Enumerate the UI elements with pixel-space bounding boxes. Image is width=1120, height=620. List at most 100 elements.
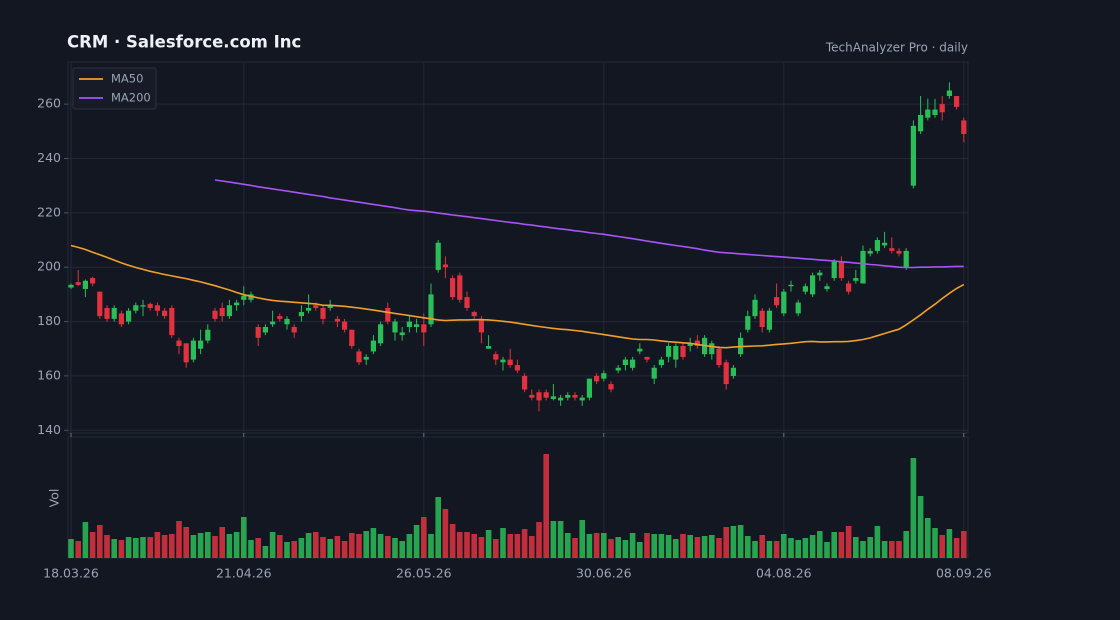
y-tick-label: 200 xyxy=(37,259,61,274)
x-tick-label: 21.04.26 xyxy=(216,566,272,581)
candle-body xyxy=(939,104,945,113)
candle-body xyxy=(126,310,132,322)
candle-body xyxy=(262,327,268,333)
candle-body xyxy=(673,346,679,360)
volume-bar xyxy=(781,534,787,558)
candle-body xyxy=(478,318,484,333)
x-tick-label: 26.05.26 xyxy=(396,566,452,581)
candle-body xyxy=(493,354,499,360)
volume-bar xyxy=(939,535,945,558)
volume-bar xyxy=(543,454,549,558)
volume-bar xyxy=(514,534,521,558)
candle-body xyxy=(846,283,852,292)
candle-body xyxy=(882,242,888,246)
volume-bar xyxy=(802,538,809,558)
volume-bar xyxy=(399,541,405,558)
volume-bar xyxy=(946,529,953,558)
volume-bar xyxy=(586,534,593,558)
volume-bar xyxy=(903,531,909,558)
volume-bar xyxy=(910,458,917,558)
legend-label: MA50 xyxy=(111,72,143,86)
candle-body xyxy=(608,384,614,390)
volume-bar xyxy=(521,529,528,558)
volume-bar xyxy=(550,521,557,558)
volume-bar xyxy=(680,534,686,558)
candle-body xyxy=(154,305,160,311)
volume-bar xyxy=(421,517,427,558)
volume-bar xyxy=(529,536,535,558)
volume-bar xyxy=(269,532,276,558)
volume-bar xyxy=(161,535,168,558)
volume-bar xyxy=(370,528,377,558)
volume-bar xyxy=(140,537,146,558)
volume-bar xyxy=(363,531,369,558)
candle-body xyxy=(867,250,873,254)
candle-body xyxy=(709,343,715,355)
volume-bar xyxy=(190,535,197,558)
candle-body xyxy=(831,261,837,279)
volume-bar xyxy=(449,524,456,558)
volume-bar xyxy=(716,538,722,558)
candle-body xyxy=(334,318,340,322)
candle-body xyxy=(716,348,722,366)
volume-bar xyxy=(205,532,211,558)
x-tick-label: 30.06.26 xyxy=(576,566,632,581)
y-tick-label: 220 xyxy=(37,204,61,219)
volume-bar xyxy=(557,521,564,558)
volume-bar xyxy=(413,525,420,558)
volume-bar xyxy=(925,518,931,558)
chart-subtitle: TechAnalyzer Pro · daily xyxy=(825,41,968,55)
candle-body xyxy=(277,316,283,319)
candle-body xyxy=(896,250,902,254)
volume-bar xyxy=(111,539,117,558)
candle-body xyxy=(615,367,621,371)
price-panel xyxy=(67,61,969,434)
candle-body xyxy=(450,278,456,298)
volume-bar xyxy=(125,537,132,558)
volume-bar xyxy=(428,534,434,558)
candle-body xyxy=(298,312,304,317)
candle-body xyxy=(903,250,909,268)
y-tick-label: 140 xyxy=(37,422,61,437)
candle-body xyxy=(529,394,535,398)
volume-bar xyxy=(298,538,305,558)
volume-bar xyxy=(485,530,492,558)
candle-body xyxy=(385,307,391,322)
candle-body xyxy=(219,307,225,317)
candle-body xyxy=(946,90,952,96)
candle-body xyxy=(284,318,290,325)
volume-bar xyxy=(637,542,643,558)
candle-body xyxy=(378,324,384,344)
candle-body xyxy=(226,305,232,317)
y-tick-label: 260 xyxy=(37,96,61,111)
volume-bar xyxy=(197,533,204,558)
candle-body xyxy=(414,324,420,327)
volume-bar xyxy=(766,541,773,558)
volume-bar xyxy=(773,541,780,558)
candle-body xyxy=(817,272,823,276)
candle-body xyxy=(212,310,218,319)
y-tick-label: 160 xyxy=(37,367,61,382)
volume-bar xyxy=(622,540,629,558)
volume-bar xyxy=(838,532,845,558)
candle-body xyxy=(190,340,196,360)
volume-bar xyxy=(809,535,816,558)
candle-body xyxy=(651,367,657,379)
candle-body xyxy=(810,275,816,295)
ma-line xyxy=(70,244,965,349)
candle-body xyxy=(306,307,312,311)
volume-bar xyxy=(255,538,261,558)
candle-body xyxy=(514,365,520,371)
volume-bar xyxy=(68,539,74,558)
volume-bar xyxy=(356,534,362,558)
volume-bar xyxy=(579,520,585,558)
candle-body xyxy=(932,109,938,115)
volume-bar xyxy=(349,533,355,558)
candle-body xyxy=(507,359,513,366)
y-tick-label: 240 xyxy=(37,150,61,165)
candle-body xyxy=(356,351,362,363)
volume-bar xyxy=(831,532,837,558)
x-tick-label: 08.09.26 xyxy=(936,566,992,581)
candle-body xyxy=(788,284,794,287)
candle-body xyxy=(694,340,700,347)
